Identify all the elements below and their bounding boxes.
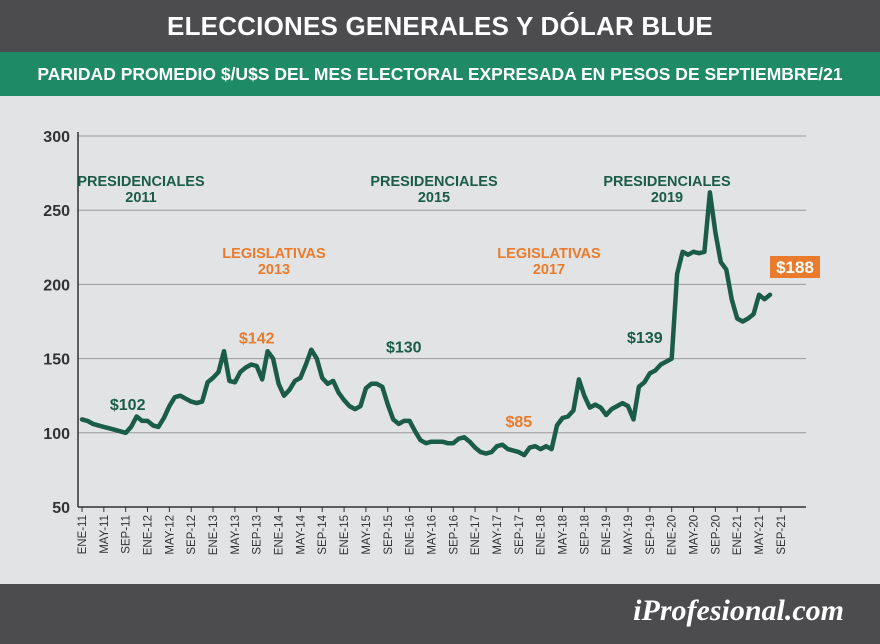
footer: iProfesional.com	[0, 584, 880, 644]
value-label: $188	[776, 258, 814, 277]
x-tick-label: MAY-14	[295, 514, 307, 554]
y-tick-label: 250	[43, 203, 70, 220]
y-tick-label: 150	[43, 352, 70, 369]
x-tick-label: ENE-21	[732, 515, 744, 555]
page-subtitle: PARIDAD PROMEDIO $/U$S DEL MES ELECTORAL…	[0, 52, 880, 96]
value-label: $102	[110, 397, 146, 414]
election-label: PRESIDENCIALES	[77, 174, 205, 190]
chart-area: 50 100 150 200 250 300 ENE-11 MAY-11 SEP-11 ENE-…	[0, 96, 880, 584]
election-label: PRESIDENCIALES	[603, 174, 731, 190]
x-tick-label: SEP-15	[383, 515, 395, 555]
x-tick-label: MAY-11	[99, 515, 111, 554]
value-label: $142	[239, 330, 275, 347]
last-value-badge	[770, 256, 820, 278]
x-tick-label: ENE-20	[667, 515, 679, 555]
election-year: 2013	[258, 262, 290, 278]
x-tick-label: SEP-17	[514, 515, 526, 555]
x-axis-tick-labels: ENE-11 MAY-11 SEP-11 ENE-12 MAY-12 SEP-12 ENE-…	[77, 514, 788, 555]
x-tick-label: ENE-13	[208, 515, 220, 555]
x-tick-label: ENE-16	[405, 515, 417, 555]
x-tick-label: SEP-20	[710, 515, 722, 555]
x-tick-label: MAY-18	[557, 515, 569, 555]
x-tick-label: SEP-19	[645, 515, 657, 555]
election-year: 2011	[125, 190, 156, 206]
y-axis-tick-labels: 50 100 150 200 250 300	[43, 129, 70, 517]
election-label: PRESIDENCIALES	[370, 174, 498, 190]
x-tick-label: MAY-20	[689, 515, 701, 555]
election-label: LEGISLATIVAS	[222, 246, 326, 262]
grid-lines	[78, 135, 806, 434]
x-tick-label: ENE-11	[77, 515, 89, 554]
y-tick-label: 200	[43, 277, 70, 294]
series-layer	[79, 190, 773, 458]
value-label: $85	[505, 414, 532, 431]
x-tick-label: MAY-17	[492, 515, 504, 555]
page-title: ELECCIONES GENERALES Y DÓLAR BLUE	[0, 0, 880, 52]
x-tick-label: SEP-14	[317, 514, 329, 554]
series-line	[79, 190, 773, 458]
x-tick-label: ENE-12	[143, 515, 155, 555]
axes	[77, 132, 806, 512]
x-tick-label: ENE-17	[470, 515, 482, 555]
election-year: 2015	[418, 190, 450, 206]
x-tick-label: MAY-15	[361, 515, 373, 555]
election-label: LEGISLATIVAS	[497, 246, 601, 262]
x-tick-label: SEP-16	[448, 515, 460, 555]
election-year: 2019	[651, 190, 683, 206]
x-tick-label: ENE-19	[601, 515, 613, 555]
value-label: $139	[627, 330, 663, 347]
x-tick-label: ENE-15	[339, 515, 351, 555]
x-tick-label: SEP-18	[579, 515, 591, 555]
value-labels: $102 $142 $130 $85 $139 $188	[110, 256, 820, 431]
x-tick-label: ENE-14	[274, 514, 286, 555]
x-tick-label: MAY-12	[164, 515, 176, 555]
y-tick-label: 100	[43, 426, 70, 443]
x-tick-label: SEP-13	[252, 515, 264, 555]
x-tick-label: MAY-21	[754, 515, 766, 555]
brand-logo: iProfesional.com	[633, 594, 844, 627]
x-tick-label: MAY-16	[426, 515, 438, 555]
x-tick-label: MAY-19	[623, 515, 635, 555]
value-label: $130	[386, 339, 422, 356]
election-year: 2017	[533, 262, 565, 278]
x-tick-label: MAY-13	[230, 515, 242, 555]
x-tick-label: SEP-12	[186, 515, 198, 555]
y-tick-label: 300	[43, 129, 70, 146]
x-tick-label: SEP-21	[776, 515, 788, 555]
election-annotations: PRESIDENCIALES2011LEGISLATIVAS2013PRESID…	[77, 174, 731, 278]
x-tick-label: ENE-18	[536, 515, 548, 555]
x-tick-label: SEP-11	[121, 515, 133, 554]
y-tick-label: 50	[52, 500, 70, 517]
